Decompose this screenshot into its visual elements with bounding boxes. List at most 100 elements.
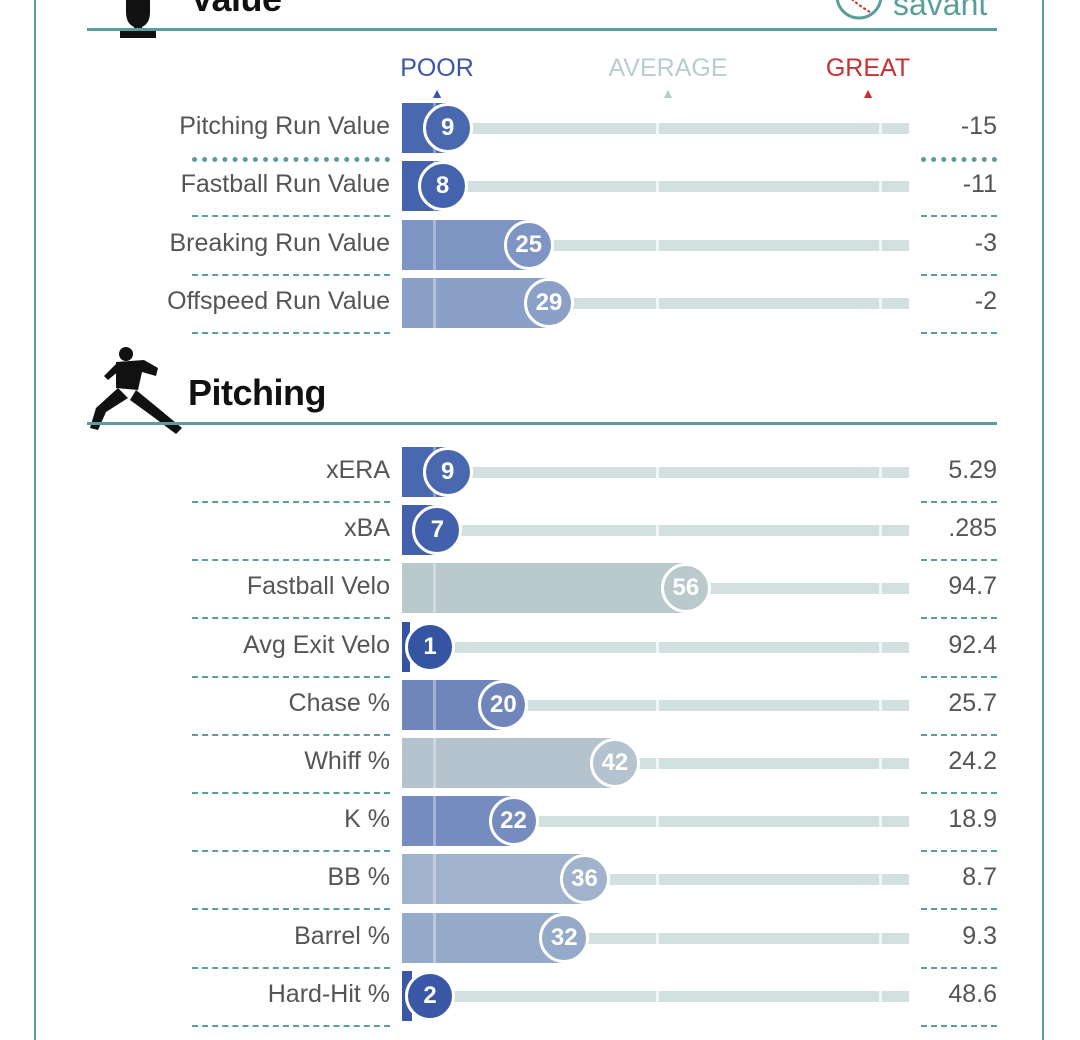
track-tick	[655, 181, 659, 193]
row-separator	[921, 850, 997, 853]
bar-divider	[433, 679, 436, 730]
row-separator	[921, 792, 997, 794]
percentile-bar	[402, 738, 615, 788]
row-separator	[921, 273, 997, 276]
track-tick	[655, 874, 659, 886]
metric-label: Fastball Velo	[246, 572, 390, 601]
track-tick	[878, 758, 882, 769]
metric-value: 24.2	[948, 747, 997, 775]
metric-value: 9.3	[962, 921, 997, 950]
percentile-bubble[interactable]: 29	[524, 277, 575, 328]
metric-value: -2	[974, 286, 997, 315]
row-separator	[192, 675, 390, 678]
trophy-icon	[118, 0, 158, 45]
track-tick	[655, 297, 659, 309]
track-tick	[878, 990, 882, 1002]
row-separator	[192, 501, 390, 503]
metric-label: xBA	[344, 514, 390, 543]
bar-divider	[433, 563, 436, 614]
row-separator	[921, 215, 997, 218]
track-tick	[878, 239, 882, 251]
percentile-bubble[interactable]: 2	[405, 970, 455, 1021]
percentile-track	[402, 123, 909, 134]
legend-poor-label: POOR	[400, 54, 474, 82]
metric-label: Whiff %	[304, 747, 390, 775]
row-separator	[192, 908, 390, 911]
track-tick	[655, 239, 659, 251]
bar-divider	[433, 796, 436, 847]
row-separator	[192, 331, 390, 334]
percentile-bubble[interactable]: 9	[422, 447, 473, 497]
metric-value: 48.6	[948, 979, 997, 1008]
track-tick	[878, 932, 882, 944]
bar-divider	[433, 738, 436, 788]
row-separator	[192, 157, 390, 162]
row-separator	[192, 215, 390, 218]
bar-divider	[433, 912, 436, 963]
percentile-bubble[interactable]: 56	[660, 563, 711, 614]
metric-value: -3	[974, 228, 997, 257]
track-tick	[655, 641, 659, 653]
metric-value: .285	[948, 514, 997, 543]
percentile-bubble[interactable]: 8	[417, 161, 468, 212]
track-tick	[878, 641, 882, 653]
track-tick	[655, 699, 659, 711]
metric-value: 5.29	[948, 456, 997, 484]
percentile-bubble[interactable]: 22	[488, 796, 539, 847]
track-tick	[655, 758, 659, 769]
metric-label: Avg Exit Velo	[243, 630, 390, 659]
track-tick	[655, 932, 659, 944]
legend-average: AVERAGE ▲	[588, 54, 748, 100]
percentile-bubble[interactable]: 9	[422, 103, 473, 153]
metric-label: Pitching Run Value	[179, 112, 390, 140]
row-separator	[192, 273, 390, 276]
track-tick	[878, 699, 882, 711]
percentile-bubble[interactable]: 1	[405, 621, 455, 672]
pitching-section-title: Pitching	[188, 372, 327, 413]
percentile-bar	[402, 912, 565, 963]
row-separator	[921, 966, 997, 969]
percentile-track	[402, 467, 909, 478]
percentile-track	[402, 641, 909, 653]
track-tick	[878, 874, 882, 886]
legend-poor: POOR ▲	[357, 54, 517, 100]
metric-value: 8.7	[962, 863, 997, 892]
row-separator	[192, 1024, 390, 1027]
row-separator	[921, 1024, 997, 1027]
baseball-icon	[834, 0, 884, 29]
percentile-bubble[interactable]: 20	[478, 679, 529, 730]
metric-label: Offspeed Run Value	[167, 286, 390, 315]
percentile-bubble[interactable]: 42	[589, 738, 640, 788]
brand-wordmark[interactable]: savant	[893, 0, 988, 22]
track-tick	[655, 816, 659, 828]
percentile-track	[402, 525, 909, 537]
track-tick	[878, 583, 882, 595]
track-tick	[655, 990, 659, 1002]
legend-great-label: GREAT	[825, 54, 911, 82]
percentile-bubble[interactable]: 36	[559, 854, 610, 905]
pitching-section-rule	[87, 422, 997, 425]
percentile-bubble[interactable]: 25	[503, 219, 554, 270]
bar-divider	[433, 277, 436, 328]
row-separator	[921, 331, 997, 334]
value-section-rule	[87, 28, 997, 31]
track-tick	[878, 181, 882, 193]
percentile-track	[402, 990, 909, 1002]
legend-average-marker-icon: ▲	[661, 85, 675, 101]
track-tick	[878, 816, 882, 828]
row-separator	[921, 157, 997, 162]
metric-value: 25.7	[948, 688, 997, 717]
metric-value: 92.4	[948, 630, 997, 659]
metric-value: -11	[962, 170, 997, 199]
row-separator	[921, 908, 997, 911]
legend-average-label: AVERAGE	[608, 54, 728, 82]
pitcher-silhouette-icon	[86, 346, 186, 441]
row-separator	[192, 850, 390, 853]
percentile-bubble[interactable]: 7	[412, 505, 463, 556]
percentile-bubble[interactable]: 32	[539, 912, 590, 963]
track-tick	[655, 467, 659, 478]
legend-great: GREAT ▲	[788, 54, 948, 100]
track-tick	[655, 123, 659, 134]
row-separator	[921, 501, 997, 503]
row-separator	[921, 559, 997, 562]
